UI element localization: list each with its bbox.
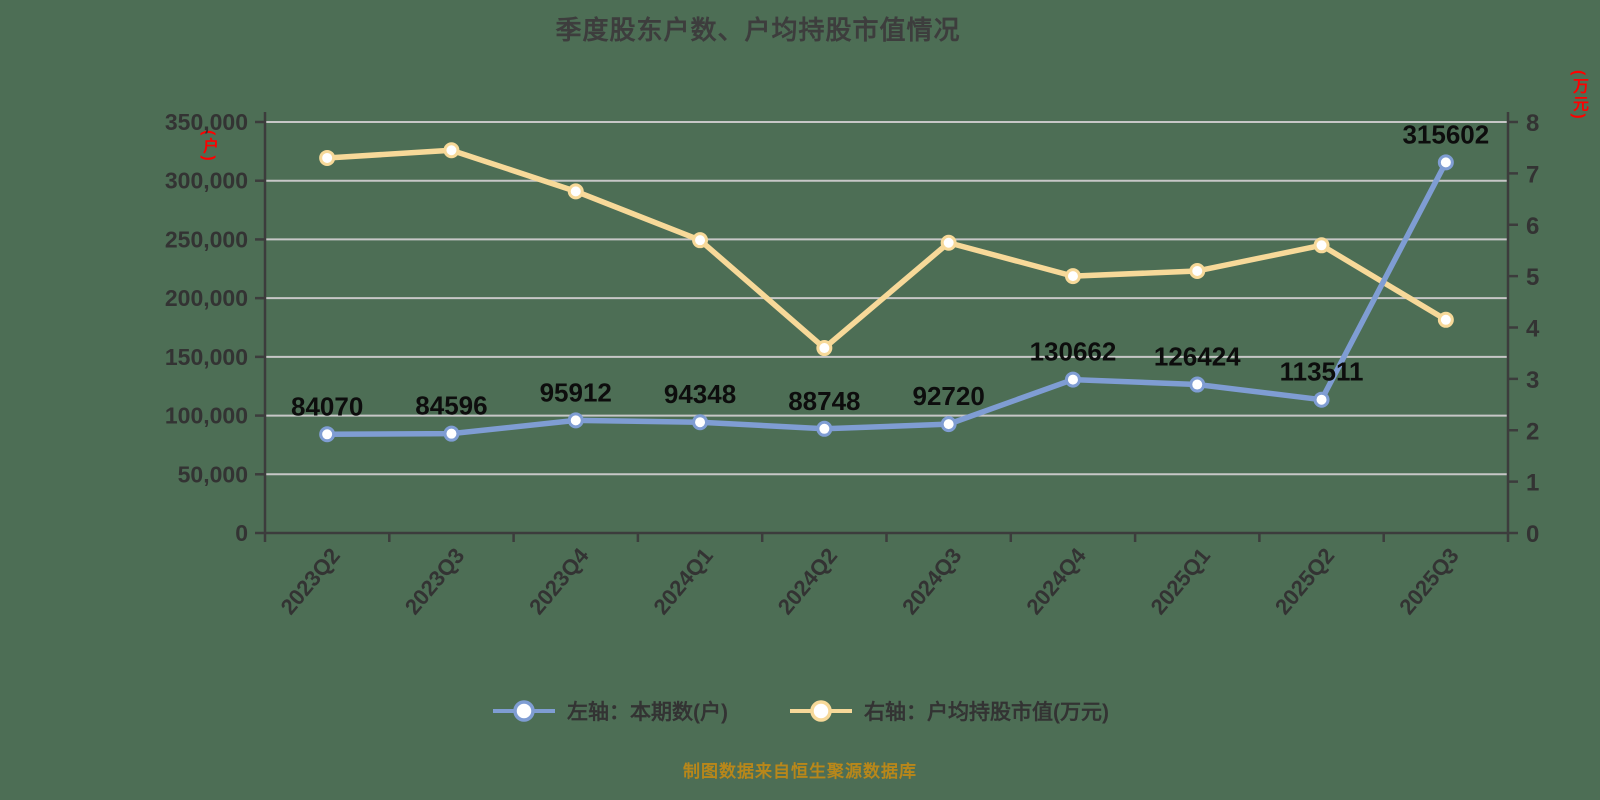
legend-marker-blue [493,700,555,722]
y-axis-label-left: 350,000 [165,109,248,135]
x-axis-label: 2024Q2 [773,543,842,619]
x-axis-label: 2023Q3 [400,543,469,619]
y-axis-label-right: 6 [1526,213,1539,240]
y-axis-label-left: 0 [235,520,248,546]
data-point-marker [1437,154,1454,171]
left-axis-unit-label: (户) [200,130,217,163]
data-point-marker [816,420,833,437]
data-point-marker [319,149,336,166]
x-axis-label: 2025Q3 [1394,543,1463,619]
data-source-note: 制图数据来自恒生聚源数据库 [683,762,917,781]
x-axis-label: 2024Q1 [648,543,717,619]
chart-legend: 左轴：本期数(户) 右轴：户均持股市值(万元) [0,696,1600,726]
y-axis-label-left: 100,000 [165,403,248,429]
data-point-label: 84596 [415,391,487,421]
y-axis-label-left: 150,000 [165,344,248,370]
data-point-marker [1189,262,1206,279]
y-axis-label-right: 8 [1526,110,1539,137]
x-axis-label: 2025Q2 [1270,543,1339,619]
legend-label-right-series: 右轴：户均持股市值(万元) [864,701,1109,724]
data-point-marker [692,232,709,249]
legend-item-avg-market-value: 右轴：户均持股市值(万元) [788,696,1109,726]
x-axis-label: 2024Q3 [897,543,966,619]
data-point-label: 94348 [664,379,736,409]
data-point-marker [692,414,709,431]
data-point-label: 113511 [1280,357,1364,387]
y-axis-label-right: 5 [1526,264,1539,291]
y-axis-label-right: 2 [1526,418,1539,445]
y-axis-label-right: 7 [1526,161,1539,188]
data-point-marker [1189,376,1206,393]
data-point-label: 88748 [788,386,860,416]
data-point-marker [319,426,336,443]
y-axis-label-left: 200,000 [165,285,248,311]
data-point-label: 92720 [912,381,984,411]
legend-marker-yellow [790,700,852,722]
y-axis-label-right: 0 [1526,521,1539,548]
data-point-marker [1437,311,1454,328]
x-axis-label: 2023Q2 [276,543,345,619]
data-point-marker [1313,391,1330,408]
series-line-shareholder-count [324,159,1449,438]
data-point-label: 130662 [1030,337,1117,367]
y-axis-label-left: 250,000 [165,226,248,252]
data-point-label: 126424 [1154,342,1241,372]
y-axis-label-right: 3 [1526,367,1539,394]
x-axis-label: 2025Q1 [1146,543,1215,619]
data-point-marker [443,142,460,159]
data-point-marker [443,425,460,442]
data-point-marker [567,183,584,200]
legend-item-shareholder-count: 左轴：本期数(户) [491,696,728,726]
y-axis-label-right: 1 [1526,470,1539,497]
data-point-marker [940,234,957,251]
y-axis-label-right: 4 [1526,316,1540,343]
chart-title: 季度股东户数、户均持股市值情况 [555,15,961,45]
x-axis-label: 2024Q4 [1021,543,1091,620]
data-point-marker [567,412,584,429]
data-point-marker [1064,268,1081,285]
data-point-marker [1313,237,1330,254]
data-point-marker [940,416,957,433]
series-line-avg-market-value [324,147,1449,351]
x-axis-label: 2023Q4 [524,543,594,620]
data-point-label: 84070 [291,391,363,421]
data-point-marker [816,340,833,357]
data-point-label: 95912 [540,377,612,407]
data-point-label: 315602 [1402,119,1489,149]
data-point-marker [1064,371,1081,388]
y-axis-label-left: 300,000 [165,168,248,194]
y-axis-label-left: 50,000 [178,461,248,487]
legend-label-left-series: 左轴：本期数(户) [567,701,728,724]
right-axis-unit-label: (万元) [1570,70,1587,121]
